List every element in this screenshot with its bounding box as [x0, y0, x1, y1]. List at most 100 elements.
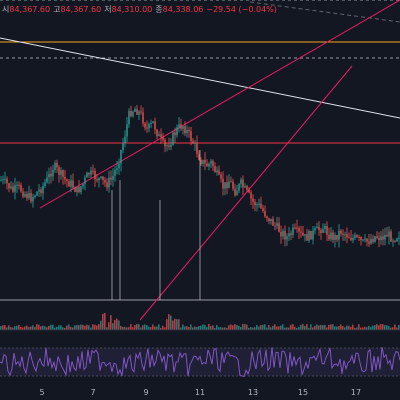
volume-bar — [88, 325, 90, 330]
candle-body — [288, 233, 290, 237]
volume-bar — [362, 327, 364, 330]
candle-body — [376, 236, 378, 239]
volume-bar — [318, 325, 320, 330]
volume-bar — [192, 327, 194, 330]
volume-bar — [366, 327, 368, 330]
candle-body — [48, 173, 50, 178]
candle-body — [304, 234, 306, 236]
candle-body — [78, 186, 80, 193]
candle-body — [26, 194, 28, 199]
candle-body — [312, 230, 314, 240]
volume-bar — [178, 319, 180, 330]
candle-body — [306, 234, 308, 241]
volume-bar — [174, 318, 176, 330]
candle-body — [84, 177, 86, 184]
candle-body — [254, 201, 256, 206]
volume-bar — [16, 325, 18, 330]
candle-body — [224, 182, 226, 189]
volume-bar — [228, 325, 230, 330]
volume-bar — [14, 326, 16, 330]
candle-body — [282, 230, 284, 237]
volume-bar — [390, 327, 392, 330]
candle-body — [370, 239, 372, 244]
candle-body — [208, 163, 210, 167]
volume-bar — [76, 324, 78, 330]
candle-body — [336, 235, 338, 240]
volume-bar — [258, 326, 260, 330]
volume-bar — [236, 325, 238, 330]
volume-bar — [118, 320, 120, 330]
volume-bar — [184, 326, 186, 330]
volume-bar — [190, 324, 192, 330]
trendline-channel-upper — [39, 0, 400, 209]
volume-bar — [54, 327, 56, 330]
volume-bar — [74, 325, 76, 330]
candle-body — [384, 234, 386, 240]
volume-bar — [348, 325, 350, 330]
candle-body — [22, 191, 24, 197]
volume-bar — [64, 327, 66, 330]
candle-body — [10, 186, 12, 189]
candle-body — [144, 123, 146, 128]
volume-bar — [138, 324, 140, 330]
volume-bar — [116, 318, 118, 330]
volume-bar — [226, 327, 228, 330]
candle-body — [148, 123, 150, 129]
volume-bar — [94, 324, 96, 330]
volume-bar — [398, 324, 400, 330]
volume-bar — [26, 325, 28, 330]
volume-bar — [292, 324, 294, 330]
candle-body — [8, 183, 10, 189]
candle-body — [58, 167, 60, 175]
close-value: 84,338.06 — [162, 5, 204, 14]
volume-bar — [6, 327, 8, 330]
volume-bar — [254, 327, 256, 330]
volume-bar — [176, 319, 178, 330]
volume-bar — [276, 326, 278, 330]
volume-bar — [60, 325, 62, 330]
open-label: 시 — [2, 5, 10, 14]
candle-body — [174, 132, 176, 136]
candle-body — [364, 238, 366, 240]
volume-bar — [136, 324, 138, 330]
volume-bar — [214, 327, 216, 330]
volume-bar — [44, 326, 46, 330]
candle-body — [114, 170, 116, 176]
volume-bar — [34, 327, 36, 330]
volume-bar — [252, 327, 254, 330]
volume-bar — [212, 325, 214, 330]
volume-bar — [288, 327, 290, 330]
candle-body — [354, 235, 356, 238]
volume-bar — [0, 326, 2, 330]
candle-body — [284, 230, 286, 240]
volume-bar — [346, 325, 348, 330]
volume-bar — [340, 324, 342, 330]
volume-bar — [322, 325, 324, 330]
volume-bar — [96, 325, 98, 330]
candle-body — [194, 142, 196, 144]
candle-body — [20, 184, 22, 192]
volume-bar — [42, 325, 44, 330]
candle-body — [292, 227, 294, 235]
volume-bar — [364, 326, 366, 330]
candle-body — [4, 178, 6, 180]
candle-body — [34, 195, 36, 197]
volume-bar — [166, 319, 168, 330]
close-label: 종 — [155, 5, 163, 14]
candle-body — [162, 137, 164, 140]
volume-bar — [152, 324, 154, 330]
candle-body — [32, 196, 34, 202]
candle-body — [256, 204, 258, 206]
volume-bar — [352, 324, 354, 330]
volume-bar — [210, 326, 212, 330]
volume-bar — [80, 324, 82, 330]
candle-body — [60, 170, 62, 175]
candle-body — [268, 218, 270, 222]
candle-body — [68, 181, 70, 187]
candle-body — [196, 142, 198, 154]
low-value: 84,310.00 — [111, 5, 153, 14]
candles — [0, 104, 400, 300]
candle-body — [262, 208, 264, 212]
candle-body — [238, 183, 240, 191]
